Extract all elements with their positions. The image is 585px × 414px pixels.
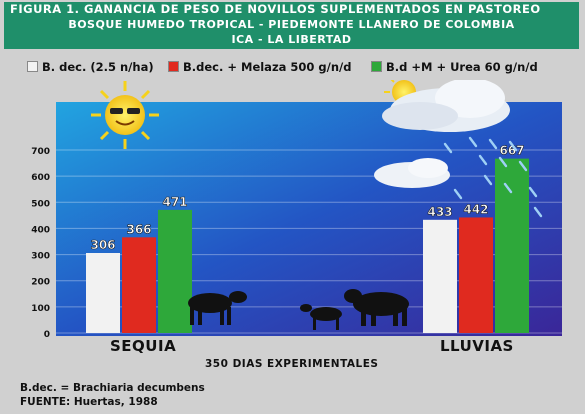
bars xyxy=(86,158,529,333)
footnote-source: FUENTE: Huertas, 1988 xyxy=(20,396,158,408)
figure-title: FIGURA 1. GANANCIA DE PESO DE NOVILLOS S… xyxy=(10,2,541,16)
chart-legend: B. dec. (2.5 n/ha) B.dec. + Melaza 500 g… xyxy=(15,57,575,77)
legend-swatch-red xyxy=(168,61,179,72)
bar-lluvias-2 xyxy=(459,217,493,333)
footnote-abbreviation: B.dec. = Brachiaria decumbens xyxy=(20,382,205,394)
data-label: 366 xyxy=(126,222,151,236)
bar-sequia-1 xyxy=(86,253,120,333)
cloud-icon xyxy=(374,80,510,188)
legend-label-1: B. dec. (2.5 n/ha) xyxy=(42,60,154,74)
bar-sequia-2 xyxy=(122,237,156,333)
legend-swatch-green xyxy=(371,61,382,72)
y-tick-label: 600 xyxy=(31,173,50,183)
data-label: 306 xyxy=(90,238,115,252)
category-label-sequia: SEQUIA xyxy=(110,337,177,355)
y-tick-label: 0 xyxy=(44,330,50,340)
bar-lluvias-1 xyxy=(423,219,457,333)
cattle-icon xyxy=(188,289,409,330)
data-labels: 306 366 471 433 442 667 xyxy=(90,143,525,252)
bar-lluvias-3 xyxy=(495,158,529,333)
legend-label-3: B.d +M + Urea 60 g/n/d xyxy=(386,60,538,74)
y-tick-label: 700 xyxy=(31,147,50,157)
y-tick-label: 300 xyxy=(31,252,50,262)
legend-label-2: B.dec. + Melaza 500 g/n/d xyxy=(183,60,352,74)
figure-subtitle: BOSQUE HUMEDO TROPICAL - PIEDEMONTE LLAN… xyxy=(68,18,515,31)
sun-icon xyxy=(91,81,159,149)
figure-subtitle-2: ICA - LA LIBERTAD xyxy=(231,33,352,46)
data-label: 667 xyxy=(499,144,524,158)
bar-chart: 0 100 200 300 400 500 600 700 306 366 471 433 442 66… xyxy=(31,80,562,340)
bar-sequia-3 xyxy=(158,209,192,333)
legend-item-3: B.d +M + Urea 60 g/n/d xyxy=(371,60,538,74)
y-tick-label: 400 xyxy=(31,225,50,235)
legend-item-2: B.dec. + Melaza 500 g/n/d xyxy=(168,60,351,74)
data-label: 433 xyxy=(427,205,452,219)
legend-item-1: B. dec. (2.5 n/ha) xyxy=(27,60,154,74)
y-tick-label: 200 xyxy=(31,278,50,288)
data-label: 471 xyxy=(162,195,187,209)
x-axis-label: 350 DIAS EXPERIMENTALES xyxy=(205,358,379,370)
rain-icon xyxy=(443,136,543,218)
y-axis-ticks: 0 100 200 300 400 500 600 700 xyxy=(31,147,50,340)
y-tick-label: 500 xyxy=(31,199,50,209)
data-label: 442 xyxy=(463,202,488,216)
y-tick-label: 100 xyxy=(31,304,50,314)
category-label-lluvias: LLUVIAS xyxy=(440,337,514,355)
legend-swatch-white xyxy=(27,61,38,72)
figure-header: FIGURA 1. GANANCIA DE PESO DE NOVILLOS S… xyxy=(4,2,579,49)
